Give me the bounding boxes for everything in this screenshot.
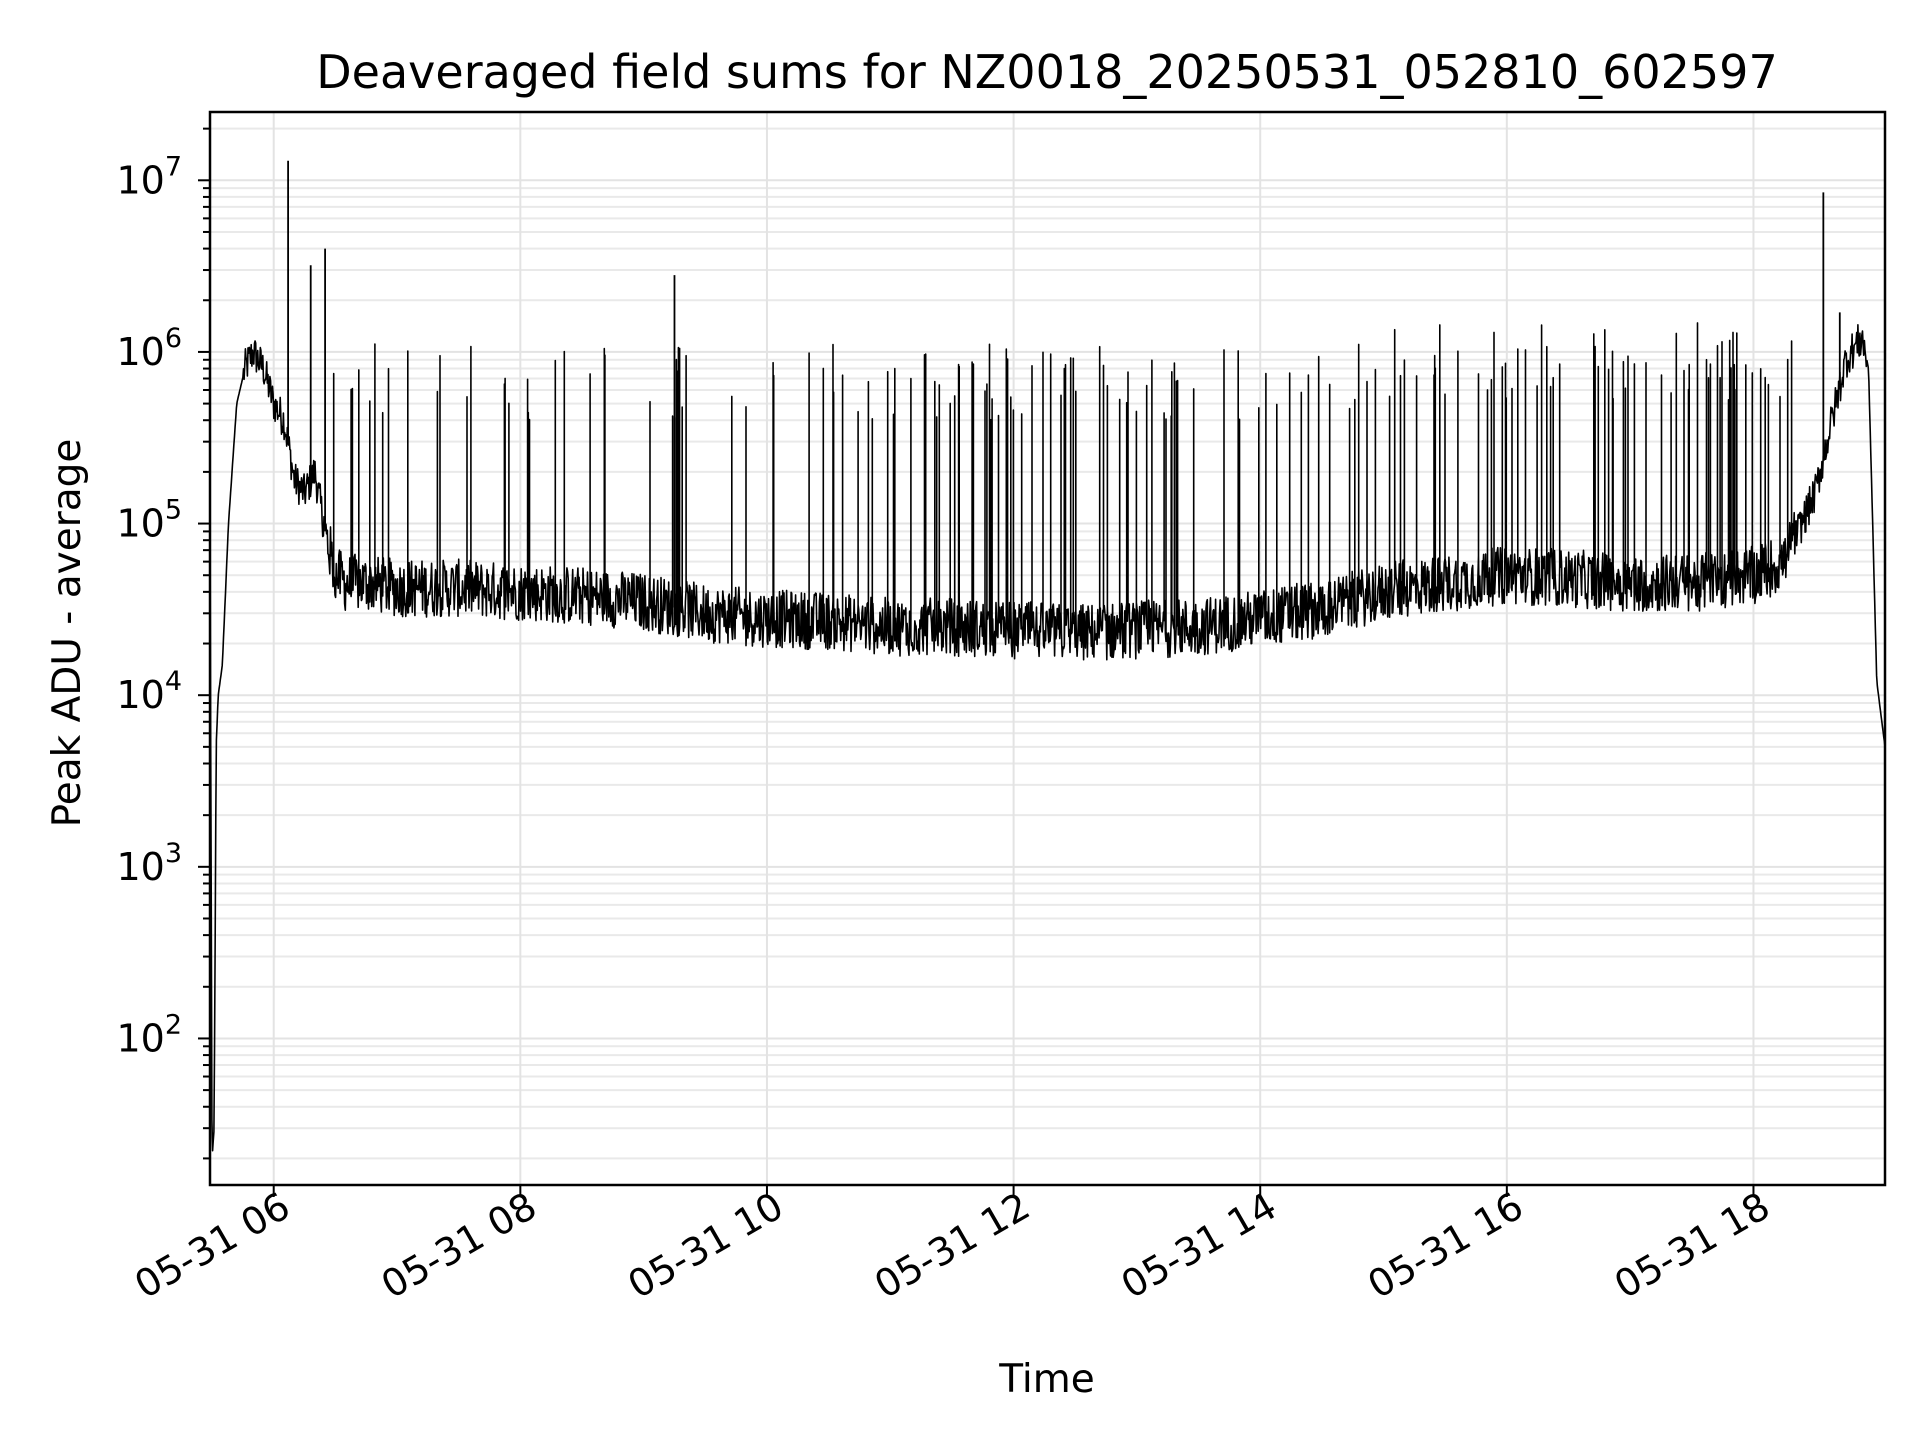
y-tick-label: 104 (116, 666, 182, 717)
grid (210, 112, 1885, 1185)
y-tick-label: 102 (116, 1009, 182, 1060)
y-tick-label: 103 (116, 838, 182, 889)
y-tick-label: 107 (116, 151, 182, 202)
y-tick-label: 106 (116, 323, 182, 374)
chart-title: Deaveraged field sums for NZ0018_2025053… (316, 45, 1777, 99)
x-axis-title: Time (998, 1357, 1094, 1402)
series-line (209, 322, 1886, 1152)
y-tick-label: 105 (116, 495, 182, 546)
y-axis-title: Peak ADU - average (45, 439, 90, 828)
data-layer (209, 160, 1886, 1152)
plot-frame (208, 110, 1887, 1187)
